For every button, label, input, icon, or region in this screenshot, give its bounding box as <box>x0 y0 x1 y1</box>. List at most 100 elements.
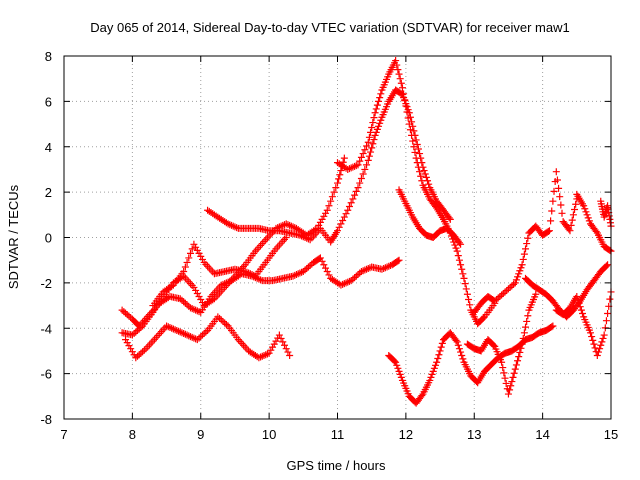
data-point <box>582 208 590 216</box>
data-point <box>306 261 314 269</box>
series-track-6 <box>334 57 499 328</box>
x-tick-label: 8 <box>129 427 136 442</box>
data-point <box>200 330 208 338</box>
data-point <box>461 280 469 288</box>
data-point <box>267 346 275 354</box>
data-point <box>217 316 225 324</box>
data-point <box>434 355 442 362</box>
data-point <box>417 172 425 180</box>
data-point <box>457 240 465 248</box>
data-point <box>500 369 508 377</box>
data-point <box>524 234 532 242</box>
data-point <box>373 101 381 109</box>
data-point <box>396 370 404 378</box>
data-point <box>371 131 379 139</box>
data-point <box>263 350 271 358</box>
x-tick-label: 10 <box>262 427 276 442</box>
data-point <box>357 153 365 161</box>
data-point <box>584 214 592 222</box>
data-point <box>393 61 401 69</box>
data-point <box>510 369 518 377</box>
data-point <box>176 328 184 336</box>
data-point <box>192 286 200 294</box>
data-point <box>272 337 280 345</box>
data-point <box>573 292 581 300</box>
data-point <box>363 161 371 169</box>
data-point <box>347 277 355 285</box>
x-tick-label: 9 <box>197 427 204 442</box>
data-point <box>351 162 359 170</box>
data-point <box>169 325 177 333</box>
data-point <box>118 306 126 314</box>
data-point <box>284 221 292 229</box>
data-point <box>352 187 360 195</box>
data-markers <box>118 57 615 407</box>
series-track-10 <box>470 168 581 316</box>
data-point <box>550 187 558 195</box>
data-point <box>228 221 236 229</box>
data-point <box>499 289 507 297</box>
data-point <box>323 268 331 276</box>
data-point <box>289 272 297 280</box>
data-point <box>275 331 283 339</box>
data-point <box>377 116 385 124</box>
data-point <box>606 246 614 254</box>
data-point <box>418 177 426 185</box>
data-point <box>334 179 341 187</box>
data-point <box>190 305 198 313</box>
data-point <box>185 332 193 340</box>
data-point <box>231 223 239 231</box>
data-point <box>549 197 557 205</box>
data-point <box>339 216 347 224</box>
data-point <box>370 114 378 122</box>
x-tick-label: 7 <box>60 427 67 442</box>
data-point <box>512 276 520 284</box>
data-point <box>289 223 297 231</box>
data-point <box>282 345 290 353</box>
data-point <box>498 358 506 366</box>
data-point <box>438 339 446 347</box>
data-point <box>430 364 438 372</box>
y-tick-label: 8 <box>45 49 52 64</box>
data-point <box>380 265 388 273</box>
data-point <box>332 184 340 192</box>
data-point <box>221 319 229 327</box>
data-point <box>553 176 561 184</box>
data-point <box>589 336 597 344</box>
data-point <box>502 379 510 387</box>
data-point <box>322 209 330 217</box>
data-point <box>123 339 131 347</box>
data-point <box>262 351 270 359</box>
data-point <box>459 270 467 278</box>
data-point <box>120 308 128 316</box>
data-point <box>392 57 400 65</box>
data-point <box>422 173 430 181</box>
data-point <box>376 119 384 127</box>
data-point <box>452 244 460 252</box>
data-point <box>363 142 371 150</box>
data-point <box>292 271 300 279</box>
data-point <box>604 310 612 318</box>
data-point <box>390 357 398 365</box>
data-point <box>359 170 367 178</box>
data-point <box>520 250 528 258</box>
data-point <box>188 305 196 313</box>
data-point <box>322 264 330 272</box>
data-point <box>518 340 526 348</box>
data-point <box>316 254 324 262</box>
data-point <box>410 127 418 135</box>
data-point <box>457 348 465 356</box>
data-point <box>501 374 509 382</box>
data-point <box>580 202 588 210</box>
data-point <box>452 336 460 344</box>
data-point <box>336 171 344 179</box>
data-point <box>127 345 135 353</box>
data-point <box>519 334 527 342</box>
data-point <box>398 84 406 92</box>
data-point <box>224 278 232 286</box>
data-point <box>347 199 355 207</box>
data-point <box>515 353 523 361</box>
data-point <box>219 317 227 325</box>
data-point <box>426 376 434 384</box>
data-point <box>304 235 312 243</box>
